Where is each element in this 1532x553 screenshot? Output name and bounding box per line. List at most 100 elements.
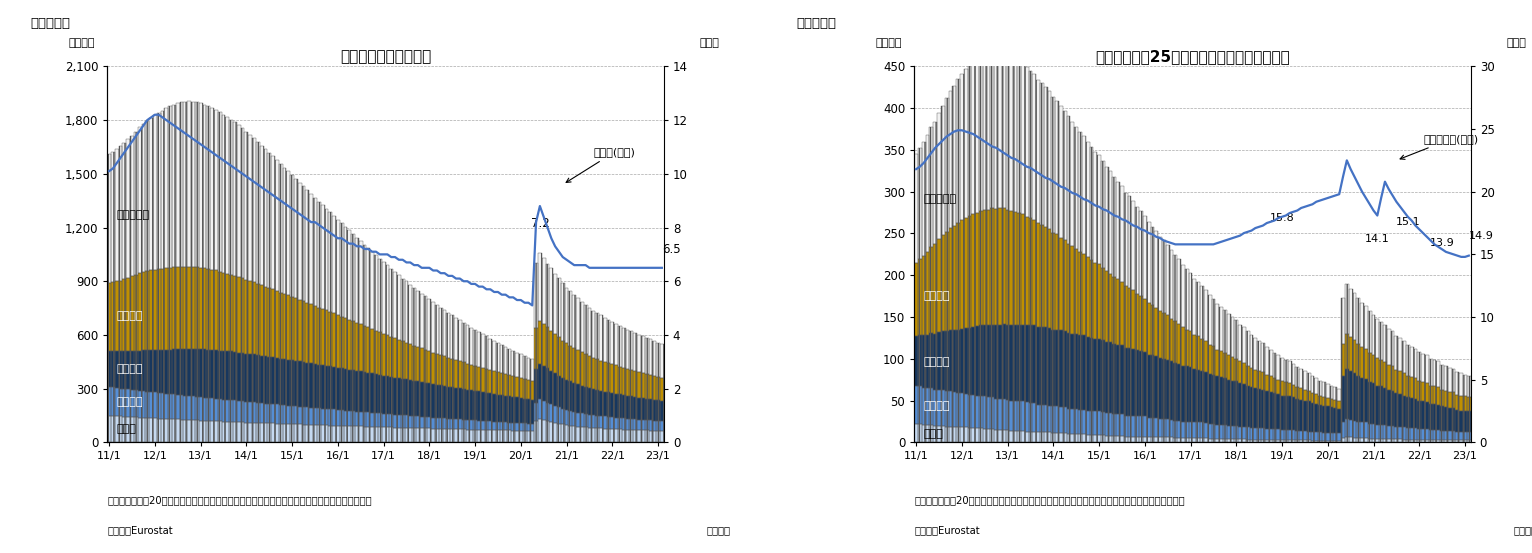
Bar bbox=[305, 303, 309, 363]
Bar bbox=[123, 279, 126, 351]
Bar bbox=[1154, 356, 1158, 418]
Bar bbox=[123, 143, 126, 279]
Bar bbox=[450, 429, 453, 442]
Bar bbox=[507, 375, 512, 396]
Bar bbox=[948, 91, 953, 228]
Bar bbox=[1174, 363, 1177, 421]
Bar bbox=[340, 410, 343, 426]
Bar bbox=[1189, 331, 1192, 367]
Bar bbox=[504, 347, 507, 374]
Bar bbox=[161, 393, 164, 419]
Bar bbox=[1246, 331, 1250, 366]
Bar bbox=[964, 394, 968, 427]
Bar bbox=[599, 429, 602, 442]
Bar bbox=[535, 328, 538, 369]
Bar bbox=[1109, 342, 1112, 413]
Bar bbox=[922, 388, 925, 425]
Bar bbox=[1005, 430, 1010, 442]
Bar bbox=[1082, 253, 1086, 336]
Bar bbox=[169, 268, 172, 349]
Bar bbox=[961, 427, 964, 442]
Bar bbox=[527, 358, 530, 380]
Bar bbox=[573, 426, 576, 442]
Bar bbox=[933, 426, 938, 442]
Bar bbox=[1154, 308, 1158, 356]
Bar bbox=[1040, 405, 1043, 432]
Bar bbox=[336, 220, 340, 315]
Bar bbox=[401, 379, 404, 415]
Bar bbox=[253, 354, 256, 402]
Bar bbox=[1002, 430, 1005, 442]
Bar bbox=[149, 118, 153, 270]
Bar bbox=[1071, 409, 1074, 434]
Bar bbox=[1025, 325, 1028, 402]
Bar bbox=[1314, 404, 1318, 432]
Bar bbox=[149, 270, 153, 350]
Bar bbox=[1360, 303, 1363, 347]
Bar bbox=[1013, 212, 1017, 325]
Bar bbox=[1455, 431, 1460, 440]
Bar bbox=[1406, 375, 1409, 397]
Bar bbox=[640, 398, 645, 420]
Bar bbox=[599, 416, 602, 429]
Bar bbox=[535, 403, 538, 421]
Bar bbox=[290, 424, 294, 442]
Bar bbox=[1460, 440, 1463, 442]
Bar bbox=[1268, 440, 1273, 442]
Bar bbox=[386, 427, 389, 442]
Bar bbox=[424, 296, 427, 349]
Bar bbox=[1253, 338, 1258, 370]
Bar bbox=[1102, 161, 1105, 268]
Bar bbox=[343, 318, 348, 369]
Bar bbox=[1250, 336, 1253, 368]
Bar bbox=[358, 426, 363, 442]
Bar bbox=[207, 349, 210, 398]
Bar bbox=[230, 119, 233, 275]
Bar bbox=[1394, 393, 1399, 426]
Bar bbox=[994, 209, 997, 325]
Bar bbox=[1399, 371, 1402, 394]
Bar bbox=[507, 396, 512, 422]
Bar bbox=[313, 364, 317, 408]
Bar bbox=[968, 328, 971, 395]
Bar bbox=[325, 409, 328, 425]
Bar bbox=[309, 363, 313, 408]
Bar bbox=[192, 397, 195, 420]
Bar bbox=[1440, 390, 1445, 406]
Bar bbox=[1445, 390, 1448, 408]
Bar bbox=[1230, 380, 1235, 426]
Bar bbox=[469, 430, 473, 442]
Bar bbox=[412, 381, 417, 416]
Bar bbox=[1010, 55, 1013, 211]
Bar bbox=[1120, 436, 1124, 442]
Bar bbox=[1406, 440, 1409, 442]
Bar bbox=[602, 317, 607, 362]
Bar bbox=[401, 427, 404, 442]
Bar bbox=[149, 350, 153, 392]
Bar bbox=[1284, 430, 1288, 440]
Bar bbox=[1151, 437, 1154, 442]
Bar bbox=[492, 341, 496, 371]
Bar bbox=[172, 267, 176, 349]
Bar bbox=[320, 409, 325, 425]
Bar bbox=[386, 427, 389, 442]
Bar bbox=[561, 341, 565, 378]
Bar bbox=[225, 351, 230, 400]
Bar bbox=[164, 268, 169, 350]
Bar bbox=[630, 430, 633, 442]
Bar bbox=[248, 135, 253, 281]
Bar bbox=[614, 429, 617, 442]
Bar bbox=[1017, 325, 1020, 401]
Bar bbox=[1192, 422, 1196, 438]
Bar bbox=[286, 295, 290, 359]
Bar bbox=[492, 394, 496, 421]
Bar bbox=[1043, 327, 1048, 405]
Bar bbox=[1296, 431, 1299, 440]
Bar bbox=[964, 328, 968, 394]
Bar bbox=[458, 419, 461, 429]
Bar bbox=[542, 420, 545, 442]
Bar bbox=[492, 371, 496, 394]
Bar bbox=[1174, 421, 1177, 438]
Bar bbox=[925, 335, 930, 388]
Bar bbox=[317, 201, 320, 307]
